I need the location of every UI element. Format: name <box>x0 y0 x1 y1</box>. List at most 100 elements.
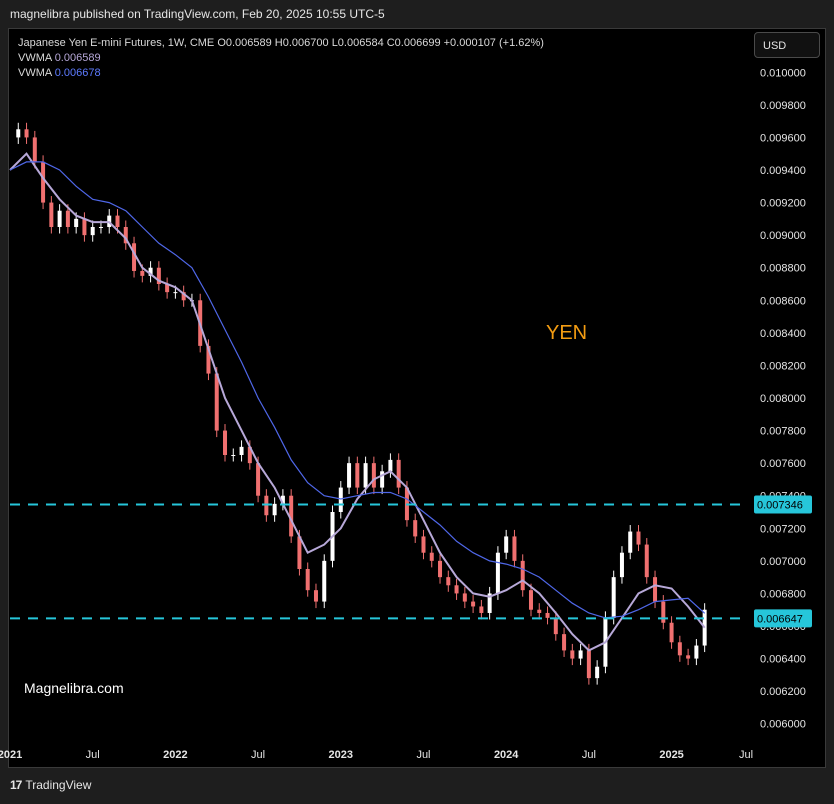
candle-body <box>454 585 459 594</box>
candle-body <box>24 129 29 138</box>
candle-body <box>322 560 327 602</box>
y-tick-label: 0.009200 <box>760 198 806 210</box>
tradingview-brand: TradingView <box>25 778 92 792</box>
level-price-tag <box>754 495 812 514</box>
level-price-tag-label: 0.007346 <box>757 500 803 512</box>
candle-body <box>256 463 261 496</box>
y-tick-label: 0.006800 <box>760 588 806 600</box>
tradingview-logo-icon: 17 <box>10 778 22 792</box>
x-tick-label: Jul <box>582 749 596 761</box>
candle-body <box>98 227 103 228</box>
symbol-info: Japanese Yen E-mini Futures, 1W, CME O0.… <box>18 37 544 49</box>
vwma-slow-legend[interactable]: VWMA 0.006678 <box>18 66 544 81</box>
candle-body <box>280 495 285 504</box>
y-tick-label: 0.006000 <box>760 719 806 731</box>
tradingview-logo[interactable]: 17 TradingView <box>10 778 91 792</box>
candle-body <box>90 227 95 236</box>
candle-body <box>586 650 591 679</box>
y-tick-label: 0.006400 <box>760 654 806 666</box>
candle-body <box>677 642 682 656</box>
candle-body <box>570 650 575 659</box>
candle-body <box>694 645 699 659</box>
candle-body <box>41 161 46 203</box>
x-tick-label: 2021 <box>0 749 22 761</box>
chart-area[interactable] <box>8 28 826 768</box>
footer <box>0 768 834 804</box>
x-tick-label: 2024 <box>494 749 519 761</box>
vwma-slow-label: VWMA <box>18 67 52 79</box>
candle-body <box>611 577 616 618</box>
vwma-slow-line <box>9 161 706 619</box>
candle-body <box>644 544 649 578</box>
candle-body <box>181 292 186 301</box>
candle-body <box>74 218 79 227</box>
candle-body <box>396 459 401 488</box>
vwma-fast-value: 0.006589 <box>54 52 101 64</box>
candle-body <box>32 137 37 162</box>
candle-body <box>595 666 600 679</box>
candle-body <box>512 536 517 561</box>
y-tick-label: 0.007600 <box>760 458 806 470</box>
candle-body <box>206 345 211 374</box>
candle-body <box>553 617 558 635</box>
candle-body <box>140 270 145 276</box>
candle-body <box>338 487 343 512</box>
vwma-slow-value: 0.006678 <box>54 67 101 79</box>
y-tick-label: 0.006200 <box>760 686 806 698</box>
candle-body <box>49 202 54 227</box>
y-tick-label: 0.008400 <box>760 328 806 340</box>
candle-body <box>132 243 137 271</box>
candle-body <box>313 590 318 602</box>
candle-body <box>686 655 691 659</box>
y-tick-label: 0.007800 <box>760 426 806 438</box>
candle-body <box>115 215 120 227</box>
currency-button[interactable]: USD <box>754 32 820 58</box>
top-bar: magnelibra published on TradingView.com,… <box>0 0 834 28</box>
candle-body <box>380 471 385 488</box>
vwma-fast-line <box>9 152 706 652</box>
candle-body <box>628 531 633 553</box>
candle-body <box>479 606 484 613</box>
candle-body <box>537 609 542 613</box>
candle-body <box>156 267 161 284</box>
candle-body <box>239 446 244 455</box>
candle-body <box>578 650 583 659</box>
candle-body <box>669 622 674 643</box>
candle-body <box>421 536 426 553</box>
publisher-line: magnelibra published on TradingView.com,… <box>10 7 385 21</box>
candle-body <box>653 577 658 602</box>
vwma-fast-label: VWMA <box>18 52 52 64</box>
candle-body <box>545 612 550 618</box>
candle-body <box>661 601 666 623</box>
candle-body <box>355 463 360 488</box>
candle-body <box>619 552 624 578</box>
candle-body <box>289 495 294 537</box>
level-price-tag-label: 0.006647 <box>757 613 803 625</box>
candle-body <box>82 218 87 236</box>
candle-body <box>487 593 492 613</box>
candle-body <box>462 593 467 602</box>
candle-body <box>347 463 352 488</box>
y-tick-label: 0.008600 <box>760 295 806 307</box>
x-tick-label: 2025 <box>659 749 683 761</box>
chart-legend: Japanese Yen E-mini Futures, 1W, CME O0.… <box>18 36 544 81</box>
candle-body <box>388 459 393 472</box>
candle-body <box>57 210 62 227</box>
watermark: Magnelibra.com <box>24 680 124 696</box>
y-tick-label: 0.007200 <box>760 523 806 535</box>
vwma-fast-legend[interactable]: VWMA 0.006589 <box>18 51 544 66</box>
candle-body <box>272 503 277 516</box>
y-tick-label: 0.009600 <box>760 132 806 144</box>
candle-body <box>65 210 70 227</box>
y-tick-label: 0.009000 <box>760 230 806 242</box>
y-tick-label: 0.010000 <box>760 67 806 79</box>
level-price-tag <box>754 609 812 628</box>
candle-body <box>123 227 128 244</box>
candle-body <box>446 577 451 586</box>
candle-body <box>363 463 368 488</box>
candle-body <box>214 373 219 431</box>
candle-body <box>528 590 533 610</box>
candle-body <box>173 292 178 294</box>
candle-body <box>297 536 302 569</box>
